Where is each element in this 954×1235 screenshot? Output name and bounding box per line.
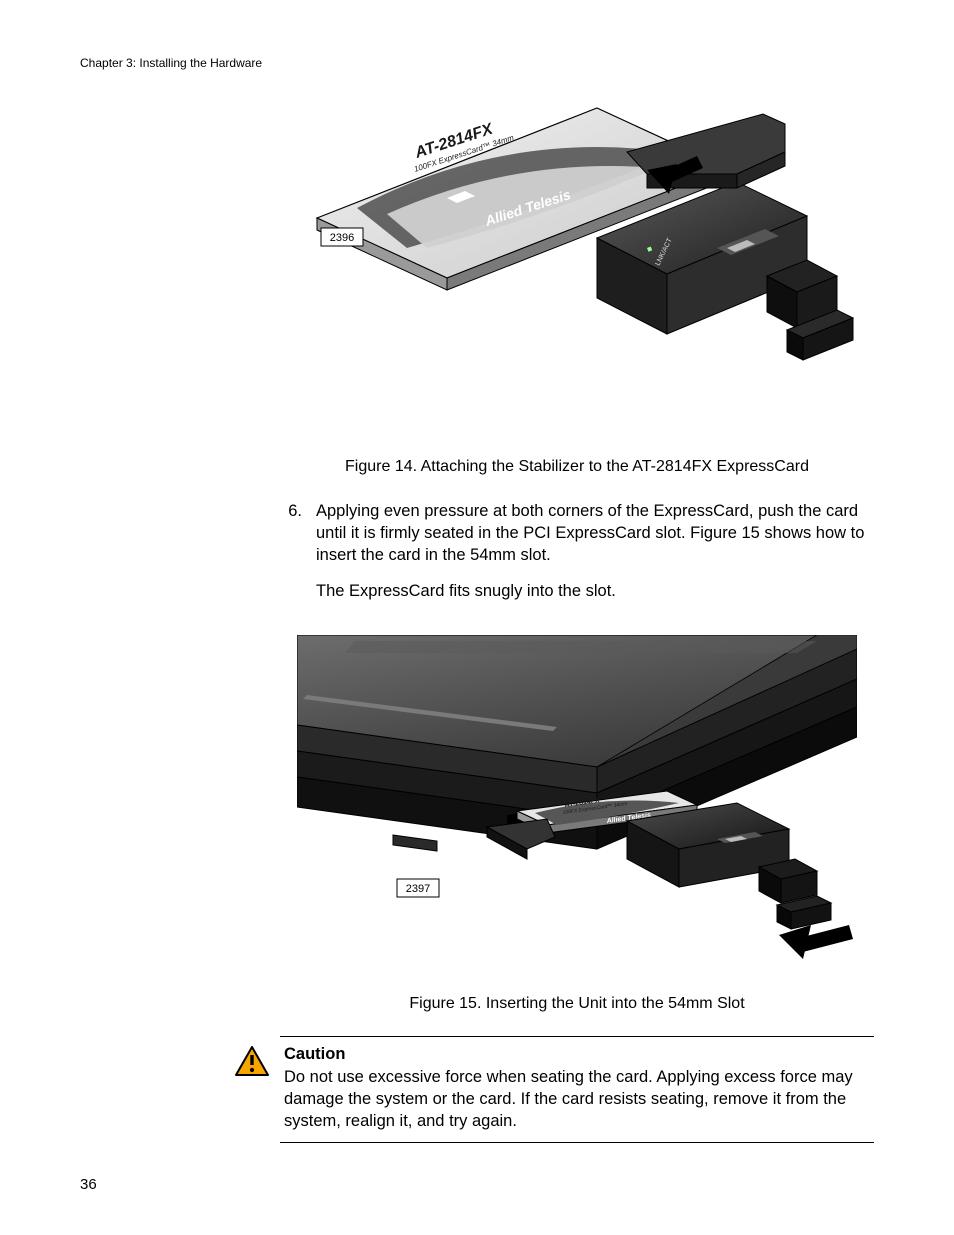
stabilizer-piece: [627, 114, 785, 188]
figure15-callout-text: 2397: [406, 883, 430, 895]
expresscard-insert-illustration: AT-2814FX 100FX ExpressCard™ 34mm Allied…: [297, 635, 857, 975]
figure-14-caption: Figure 14. Attaching the Stabilizer to t…: [280, 456, 874, 478]
figure-15-caption: Figure 15. Inserting the Unit into the 5…: [280, 993, 874, 1015]
figure14-callout-text: 2396: [330, 232, 354, 244]
running-head: Chapter 3: Installing the Hardware: [80, 56, 874, 70]
page-content: AT-2814FX 100FX ExpressCard™ 34mm Allied…: [280, 98, 874, 1143]
manual-page: Chapter 3: Installing the Hardware: [0, 0, 954, 1235]
figure-14-image: AT-2814FX 100FX ExpressCard™ 34mm Allied…: [280, 98, 874, 438]
step-6-body: Applying even pressure at both corners o…: [316, 500, 874, 617]
insert-arrow-icon: [779, 925, 853, 959]
figure14-callout: 2396: [321, 228, 363, 246]
step-6-marker: 6.: [280, 500, 302, 617]
figure15-callout: 2397: [397, 879, 439, 897]
figure-15-image: AT-2814FX 100FX ExpressCard™ 34mm Allied…: [280, 635, 874, 975]
caution-icon: [234, 1045, 270, 1077]
caution-block: Caution Do not use excessive force when …: [280, 1036, 874, 1143]
step-6-para-b: The ExpressCard fits snugly into the slo…: [316, 580, 874, 602]
expresscard-stabilizer-illustration: AT-2814FX 100FX ExpressCard™ 34mm Allied…: [297, 98, 857, 438]
step-6-para-a: Applying even pressure at both corners o…: [316, 500, 874, 567]
caution-label: Caution: [284, 1043, 874, 1065]
step-6: 6. Applying even pressure at both corner…: [280, 500, 874, 617]
connector-housing: [487, 803, 831, 929]
page-number: 36: [80, 1176, 97, 1193]
caution-text: Caution Do not use excessive force when …: [284, 1043, 874, 1132]
caution-body: Do not use excessive force when seating …: [284, 1066, 874, 1133]
caution-bottom-rule: [280, 1142, 874, 1143]
